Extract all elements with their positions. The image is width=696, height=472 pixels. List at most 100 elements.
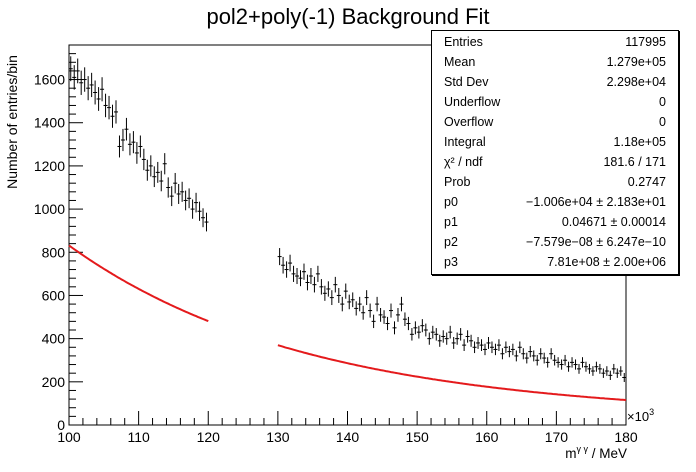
x-tick-label: 120 [197,429,221,445]
data-point [514,350,519,362]
data-point [545,357,550,368]
data-point [552,354,557,366]
data-point [159,170,164,192]
stats-row: Entries 117995 [432,32,678,52]
x-axis-label-unit: / MeV [588,446,627,461]
data-point [507,345,512,358]
data-point [155,161,160,183]
data-point [103,93,108,118]
data-point [570,357,575,368]
data-point [277,248,282,266]
stats-value: 0 [659,95,666,109]
data-point [301,263,306,280]
stats-key: Std Dev [444,75,489,89]
data-point [295,268,300,285]
stats-box: Entries 117995 Mean 1.279e+05 Std Dev 2.298e+… [431,30,679,275]
data-point [368,303,373,318]
data-point [86,76,91,101]
data-point [455,332,460,345]
data-point [187,188,192,209]
data-point [531,350,536,362]
data-point [399,296,404,312]
y-tick-label: 1400 [34,115,65,131]
stats-value: 7.81e+08 ± 2.00e+06 [547,255,666,269]
data-point [298,270,303,287]
data-point [479,339,484,351]
data-point [535,354,540,366]
data-point [326,281,331,297]
data-point [462,339,467,351]
data-point [465,330,470,343]
data-point [577,363,582,374]
stats-value: 181.6 / 171 [603,155,666,169]
fit-curve-right [277,344,627,402]
data-point [489,341,494,354]
data-point [89,72,94,98]
data-point [375,296,380,312]
stats-row: Integral 1.18e+05 [432,132,678,152]
stats-key: p0 [444,195,458,209]
data-point [486,337,491,349]
x-axis-label: mγ γ / MeV [565,444,627,461]
data-point [448,325,453,339]
stats-row: p1 0.04671 ± 0.00014 [432,212,678,232]
stats-value: 1.279e+05 [606,55,666,69]
data-point [201,208,206,228]
y-axis-label: Number of entries/bin [4,55,20,189]
stats-key: Mean [444,55,476,69]
stats-value: 0.04671 ± 0.00014 [561,215,666,229]
data-point [594,361,599,372]
stats-row: p2 −7.579e−08 ± 6.247e−10 [432,232,678,252]
stats-key: Integral [444,135,486,149]
data-point [180,181,185,202]
data-point [308,268,313,285]
data-point [500,348,505,360]
data-point [134,142,139,164]
data-point [176,183,181,204]
data-point [420,319,425,333]
fit-curve-left [68,244,209,323]
data-point [382,310,387,324]
stats-value: 0.2747 [627,175,666,189]
data-point [107,95,112,120]
stats-key: Prob [444,175,471,189]
stats-value: 117995 [625,35,666,49]
data-point [145,159,150,181]
data-point [378,307,383,322]
data-point [361,305,366,320]
data-point [573,359,578,370]
data-point [392,321,397,335]
stats-key: p1 [444,215,458,229]
stats-value: −1.006e+04 ± 2.183e+01 [526,195,666,209]
data-point [503,341,508,354]
data-point [322,285,327,301]
y-tick-label: 1000 [34,201,65,217]
data-point [524,352,529,364]
data-point [204,212,209,232]
data-point [329,290,334,306]
data-point [549,348,554,360]
data-point [427,332,432,345]
data-point [538,348,543,360]
data-point [608,370,613,380]
data-point [75,58,80,84]
data-point [288,254,293,272]
data-points [68,56,627,383]
stats-row: Prob 0.2747 [432,172,678,192]
data-point [82,67,87,92]
y-tick-label: 800 [42,244,66,260]
stats-value: 1.18e+05 [613,135,666,149]
y-tick-label: 1200 [34,158,65,174]
data-point [72,65,77,90]
data-point [117,135,122,158]
data-point [333,276,338,293]
x-exponent-base: ×10 [627,409,649,424]
stats-value: −7.579e−08 ± 6.247e−10 [526,235,666,249]
data-point [340,296,345,312]
stats-key: χ² / ndf [444,155,483,169]
y-tick-label: 1600 [34,72,65,88]
x-tick-label: 110 [127,429,150,445]
y-tick-label: 0 [57,417,65,433]
data-point [423,323,428,337]
x-tick-label: 100 [57,429,81,445]
